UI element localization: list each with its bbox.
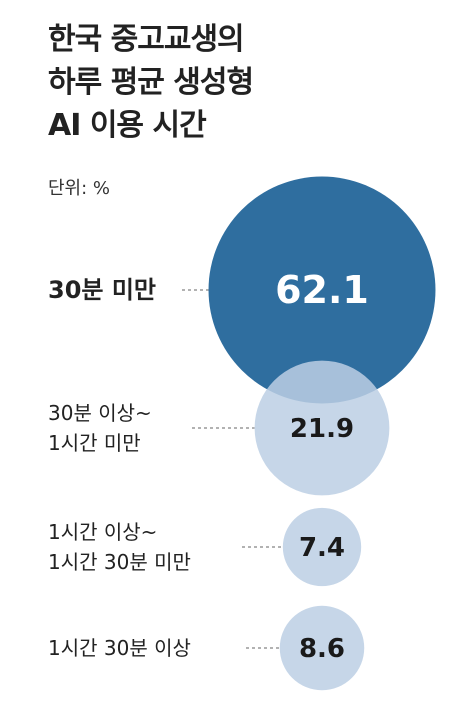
value-label: 8.6 — [299, 634, 345, 664]
value-label: 62.1 — [275, 268, 369, 312]
bubble — [279, 605, 365, 691]
value-label: 7.4 — [299, 533, 345, 563]
chart-title: 한국 중고교생의 하루 평균 생성형 AI 이용 시간 — [48, 22, 254, 143]
value-label: 21.9 — [290, 414, 354, 444]
unit-label: 단위: % — [48, 178, 111, 199]
category-label: 1시간 30분 이상 — [48, 636, 191, 660]
bubble — [282, 507, 362, 587]
category-label: 30분 미만 — [48, 276, 156, 304]
category-label: 1시간 이상~ 1시간 30분 미만 — [48, 520, 191, 574]
category-label: 30분 이상~ 1시간 미만 — [48, 401, 152, 455]
bubble — [254, 360, 390, 496]
bubble — [208, 176, 436, 404]
